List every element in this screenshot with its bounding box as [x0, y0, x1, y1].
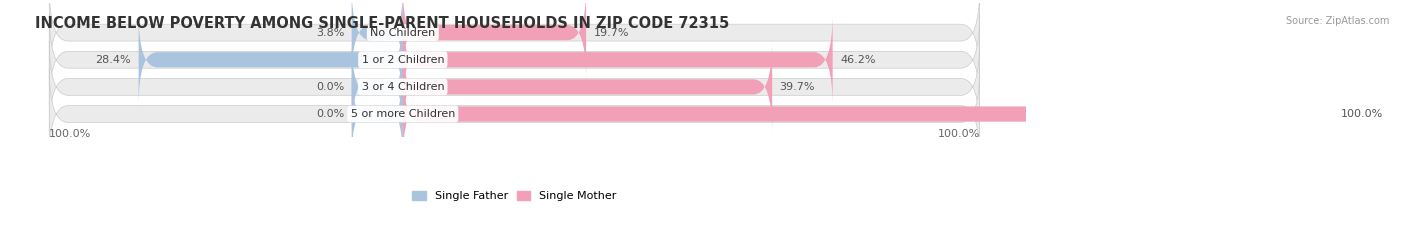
Text: INCOME BELOW POVERTY AMONG SINGLE-PARENT HOUSEHOLDS IN ZIP CODE 72315: INCOME BELOW POVERTY AMONG SINGLE-PARENT…	[35, 16, 730, 31]
Text: No Children: No Children	[370, 28, 436, 38]
Text: 19.7%: 19.7%	[593, 28, 628, 38]
Text: 100.0%: 100.0%	[1340, 109, 1384, 119]
FancyBboxPatch shape	[404, 0, 586, 79]
FancyBboxPatch shape	[352, 67, 404, 161]
FancyBboxPatch shape	[404, 40, 772, 134]
FancyBboxPatch shape	[139, 13, 404, 106]
Text: 1 or 2 Children: 1 or 2 Children	[361, 55, 444, 65]
Text: 3 or 4 Children: 3 or 4 Children	[361, 82, 444, 92]
FancyBboxPatch shape	[352, 0, 404, 79]
Text: 100.0%: 100.0%	[938, 129, 980, 139]
Text: 28.4%: 28.4%	[96, 55, 131, 65]
FancyBboxPatch shape	[49, 0, 980, 79]
FancyBboxPatch shape	[49, 68, 980, 160]
Legend: Single Father, Single Mother: Single Father, Single Mother	[408, 186, 621, 206]
FancyBboxPatch shape	[404, 13, 832, 106]
Text: 39.7%: 39.7%	[779, 82, 815, 92]
FancyBboxPatch shape	[49, 14, 980, 106]
FancyBboxPatch shape	[352, 40, 404, 134]
FancyBboxPatch shape	[404, 67, 1333, 161]
Text: 3.8%: 3.8%	[316, 28, 344, 38]
Text: 46.2%: 46.2%	[839, 55, 876, 65]
Text: 100.0%: 100.0%	[49, 129, 91, 139]
Text: 5 or more Children: 5 or more Children	[350, 109, 456, 119]
FancyBboxPatch shape	[49, 41, 980, 133]
Text: Source: ZipAtlas.com: Source: ZipAtlas.com	[1285, 16, 1389, 26]
Text: 0.0%: 0.0%	[316, 109, 344, 119]
Text: 0.0%: 0.0%	[316, 82, 344, 92]
